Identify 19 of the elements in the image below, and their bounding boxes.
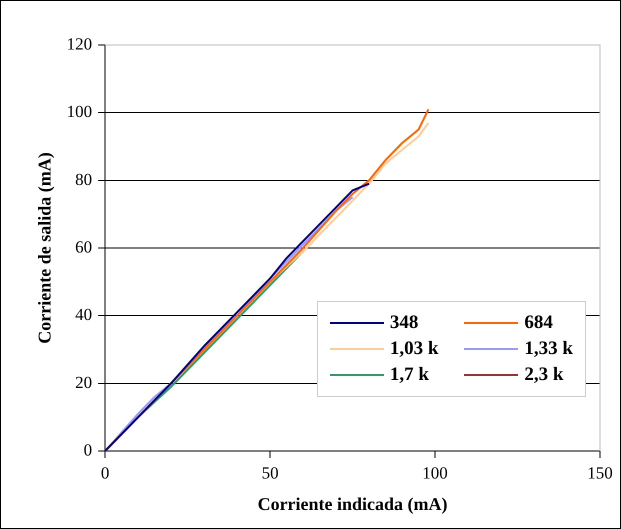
legend-label: 1,7 k [390, 364, 429, 386]
x-tick-label: 0 [100, 464, 110, 483]
y-tick-label: 100 [66, 102, 92, 122]
legend-label: 1,03 k [390, 338, 438, 360]
y-axis-title: Corriente de salida (mA) [34, 152, 54, 344]
legend-label: 348 [390, 312, 418, 334]
legend-label: 1,33 k [524, 338, 573, 360]
x-tick-label: 150 [587, 464, 613, 483]
y-tick-label: 80 [75, 170, 92, 189]
y-tick-label: 40 [75, 305, 92, 324]
y-tick-label: 120 [66, 34, 92, 54]
x-tick-label: 50 [262, 464, 279, 483]
y-tick-label: 60 [75, 237, 92, 256]
y-tick-label: 0 [84, 440, 92, 460]
legend-label: 2,3 k [524, 364, 564, 386]
x-tick-label: 100 [422, 464, 448, 483]
y-tick-label: 20 [75, 372, 92, 392]
x-axis-title: Corriente indicada (mA) [258, 494, 448, 514]
legend-label: 684 [524, 312, 553, 334]
